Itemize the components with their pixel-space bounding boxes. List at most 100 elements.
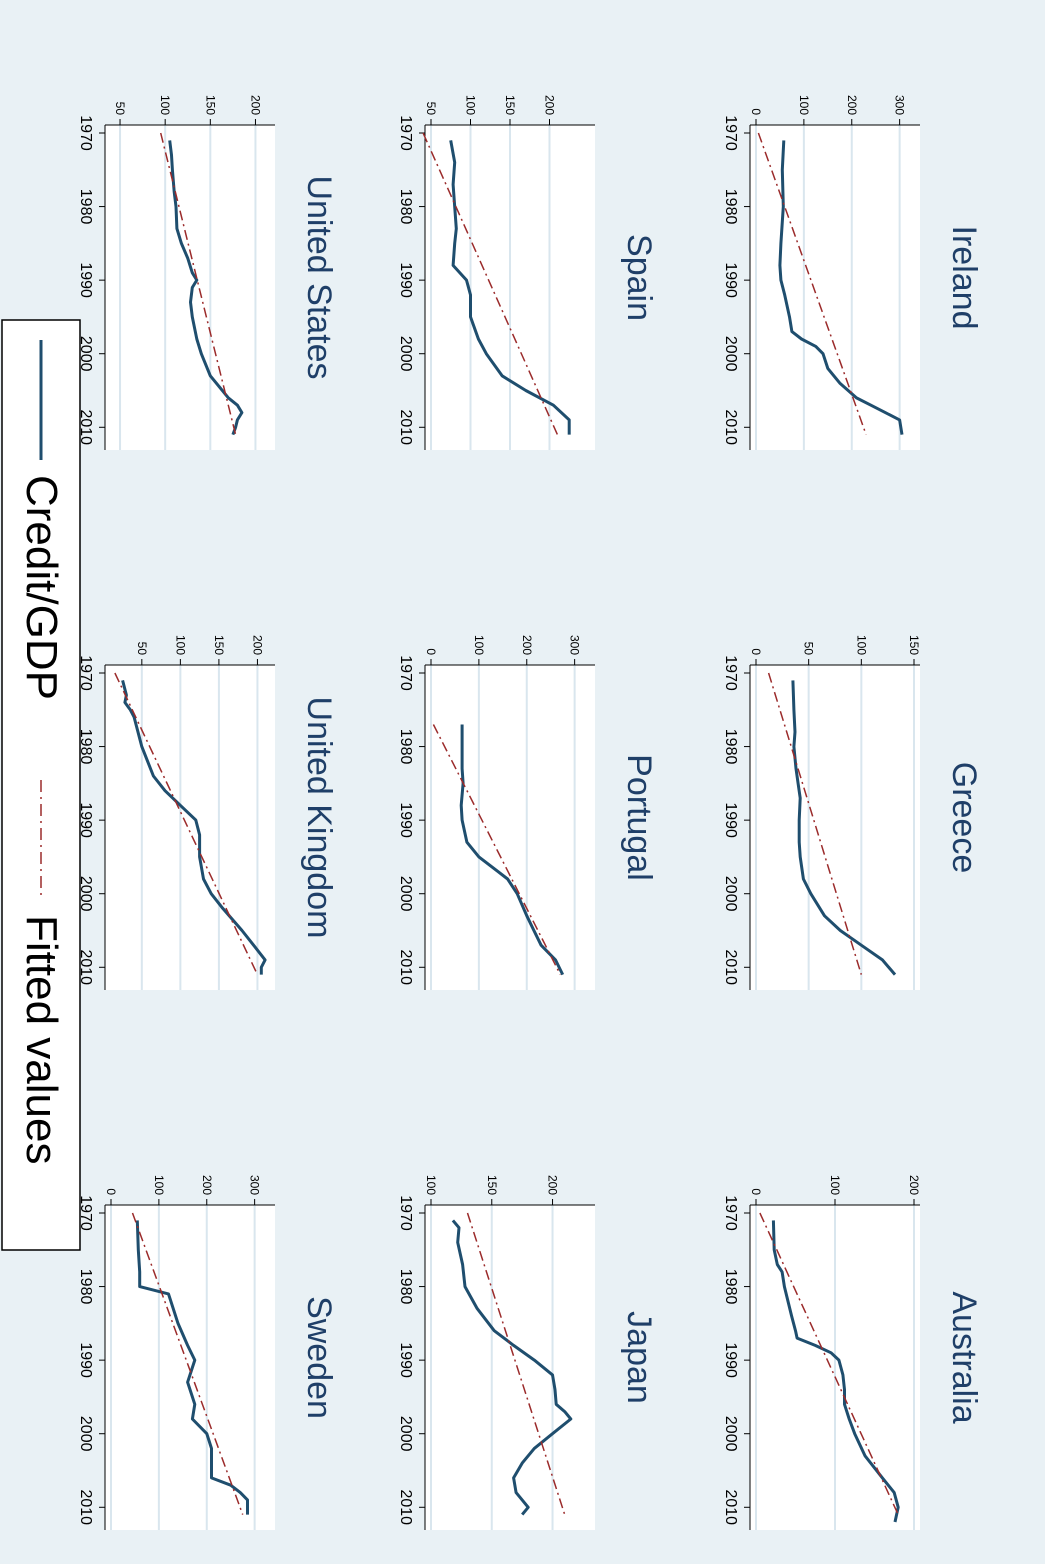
x-tick-label: 2000 xyxy=(722,876,739,912)
x-tick-label: 1980 xyxy=(722,1269,739,1305)
x-tick-label: 2010 xyxy=(397,949,414,985)
x-tick-label: 1990 xyxy=(77,1342,94,1378)
x-tick-label: 2010 xyxy=(77,1489,94,1525)
credit-gdp-line-ireland xyxy=(778,140,904,435)
x-tick-label: 1980 xyxy=(77,729,94,765)
panel-united-kingdom: United Kingdom 50 100 150 200 1970 1980 1990 200… xyxy=(64,635,338,990)
y-tick-label: 50 xyxy=(424,102,438,116)
panel-title-sweden: Sweden xyxy=(300,1296,338,1419)
x-tick-label: 2010 xyxy=(722,1489,739,1525)
panel-title-japan: Japan xyxy=(620,1311,658,1404)
panel-title-united-kingdom: United Kingdom xyxy=(300,697,338,939)
y-tick-label: 100 xyxy=(173,635,187,655)
x-tick-label: 2010 xyxy=(397,409,414,445)
credit-gdp-line-australia xyxy=(771,1220,900,1523)
x-tick-label: 1980 xyxy=(397,729,414,765)
x-tick-label: 2000 xyxy=(77,1416,94,1452)
x-tick-label: 1970 xyxy=(722,655,739,691)
credit-gdp-line-portugal xyxy=(459,724,565,976)
y-tick-label: 100 xyxy=(158,95,172,115)
x-tick-label: 1990 xyxy=(397,1342,414,1378)
y-tick-label: 100 xyxy=(464,95,478,115)
x-tick-label: 1990 xyxy=(722,802,739,838)
y-tick-label: 200 xyxy=(907,1175,921,1195)
y-tick-label: 50 xyxy=(802,642,816,656)
x-tick-label: 2010 xyxy=(77,949,94,985)
y-tick-label: 200 xyxy=(200,1175,214,1195)
y-tick-label: 100 xyxy=(472,635,486,655)
fitted-line-australia xyxy=(759,1212,899,1515)
y-tick-label: 50 xyxy=(113,102,127,116)
fitted-line-portugal xyxy=(432,724,561,975)
x-tick-label: 2000 xyxy=(722,1416,739,1452)
y-tick-label: 0 xyxy=(749,108,763,115)
x-tick-label: 2010 xyxy=(722,949,739,985)
x-tick-label: 1980 xyxy=(77,189,94,225)
x-tick-label: 2000 xyxy=(397,1416,414,1452)
x-tick-label: 2000 xyxy=(722,336,739,372)
x-tick-label: 1970 xyxy=(77,655,94,691)
x-tick-label: 1980 xyxy=(77,1269,94,1305)
panel-title-spain: Spain xyxy=(620,234,658,321)
x-tick-label: 1970 xyxy=(77,115,94,151)
x-tick-label: 2000 xyxy=(77,876,94,912)
x-tick-label: 2000 xyxy=(397,876,414,912)
fitted-line-spain xyxy=(422,132,559,435)
x-tick-label: 2000 xyxy=(397,336,414,372)
legend: Credit/GDP Fitted values xyxy=(1,319,81,1251)
fitted-line-united-kingdom xyxy=(114,672,259,975)
x-tick-label: 1980 xyxy=(722,189,739,225)
credit-gdp-line-united-states xyxy=(168,140,244,436)
x-tick-label: 1970 xyxy=(722,1195,739,1231)
y-tick-label: 100 xyxy=(797,95,811,115)
credit-gdp-line-sweden xyxy=(135,1220,249,1515)
y-tick-label: 0 xyxy=(749,648,763,655)
x-tick-label: 1980 xyxy=(397,189,414,225)
y-tick-label: 300 xyxy=(893,95,907,115)
y-tick-label: 100 xyxy=(828,1175,842,1195)
legend-label-credit-gdp: Credit/GDP xyxy=(17,475,66,700)
x-tick-label: 1970 xyxy=(397,655,414,691)
y-tick-label: 300 xyxy=(568,635,582,655)
x-tick-label: 1970 xyxy=(77,1195,94,1231)
panel-portugal: Portugal 0 100 200 300 1970 1980 1990 2000 2010 xyxy=(397,635,658,990)
y-tick-label: 100 xyxy=(854,635,868,655)
panel-greece: Greece 0 50 100 150 1970 1980 1990 2000 2010 xyxy=(722,635,983,990)
y-tick-label: 200 xyxy=(250,635,264,655)
plot-area-united-states xyxy=(105,125,275,450)
x-tick-label: 1990 xyxy=(397,802,414,838)
y-tick-label: 0 xyxy=(104,1188,118,1195)
panel-japan: Japan 100 150 200 1970 1980 1990 2000 2010 xyxy=(397,1175,658,1530)
plot-area-sweden xyxy=(105,1205,275,1530)
plot-area-japan xyxy=(425,1205,595,1530)
panel-title-united-states: United States xyxy=(300,175,338,379)
x-tick-label: 1990 xyxy=(722,262,739,298)
legend-label-fitted: Fitted values xyxy=(17,915,66,1164)
x-tick-label: 1980 xyxy=(722,729,739,765)
y-tick-label: 50 xyxy=(135,642,149,656)
y-tick-label: 150 xyxy=(203,95,217,115)
plot-area-portugal xyxy=(425,665,595,990)
x-tick-label: 1990 xyxy=(722,1342,739,1378)
y-tick-label: 100 xyxy=(424,1175,438,1195)
x-tick-label: 2010 xyxy=(77,409,94,445)
y-tick-label: 100 xyxy=(152,1175,166,1195)
y-tick-label: 200 xyxy=(546,1175,560,1195)
panel-spain: Spain 50 100 150 200 1970 1980 1990 2000 2010 xyxy=(397,95,658,450)
fitted-line-greece xyxy=(767,672,863,975)
x-tick-label: 2010 xyxy=(397,1489,414,1525)
y-tick-label: 0 xyxy=(424,648,438,655)
x-tick-label: 1970 xyxy=(397,1195,414,1231)
plot-area-greece xyxy=(750,665,920,990)
y-tick-label: 200 xyxy=(845,95,859,115)
x-tick-label: 1970 xyxy=(722,115,739,151)
x-tick-label: 2010 xyxy=(722,409,739,445)
x-tick-label: 1970 xyxy=(397,115,414,151)
x-tick-label: 1990 xyxy=(77,262,94,298)
credit-gdp-line-united-kingdom xyxy=(121,680,267,975)
panel-australia: Australia 0 100 200 1970 1980 1990 2000 2010 xyxy=(722,1175,983,1530)
x-tick-label: 1990 xyxy=(397,262,414,298)
credit-gdp-line-japan xyxy=(451,1219,573,1516)
panel-united-states: United States 50 100 150 200 1970 1980 1990 2000… xyxy=(77,95,338,450)
